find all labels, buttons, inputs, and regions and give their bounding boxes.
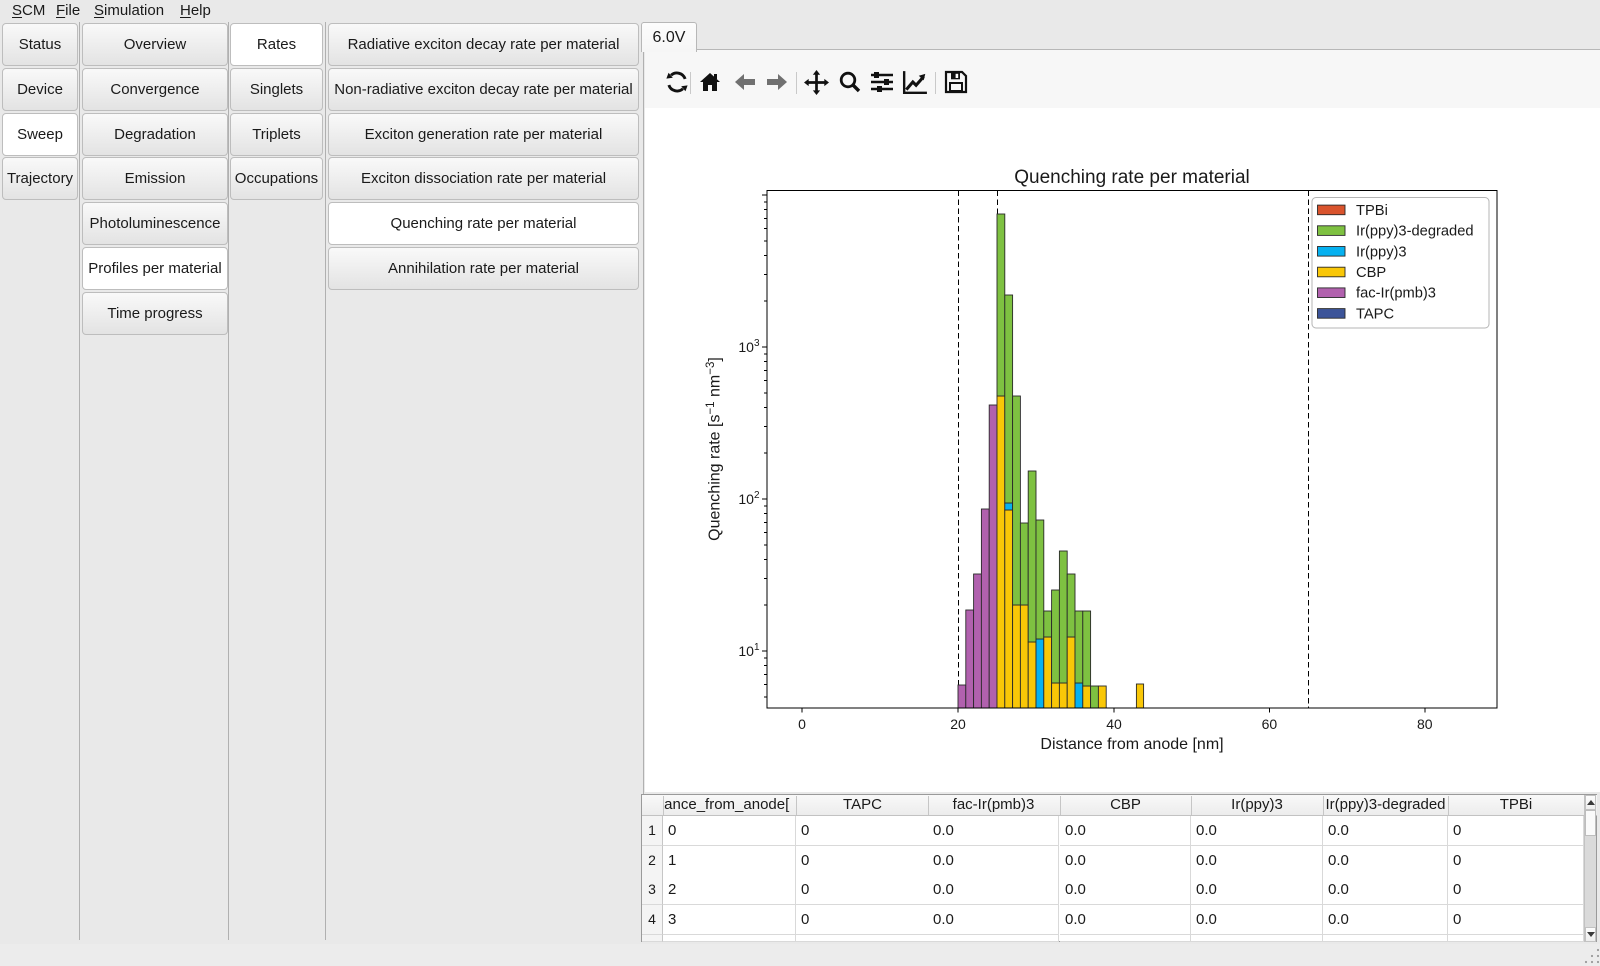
svg-text:0: 0 — [798, 716, 806, 732]
svg-text:TPBi: TPBi — [1356, 203, 1388, 219]
svg-text:80: 80 — [1417, 716, 1433, 732]
svg-text:TAPC: TAPC — [1356, 306, 1394, 322]
svg-text:fac-Ir(pmb)3: fac-Ir(pmb)3 — [1356, 286, 1436, 302]
svg-text:40: 40 — [1106, 716, 1122, 732]
svg-text:Quenching rate [s−1 nm−3]: Quenching rate [s−1 nm−3] — [705, 357, 724, 541]
svg-text:Distance from anode [nm]: Distance from anode [nm] — [1040, 736, 1223, 753]
svg-text:20: 20 — [950, 716, 966, 732]
svg-text:Quenching rate per material: Quenching rate per material — [1014, 167, 1250, 188]
svg-text:CBP: CBP — [1356, 265, 1386, 281]
svg-text:Ir(ppy)3: Ir(ppy)3 — [1356, 244, 1407, 260]
svg-text:Ir(ppy)3-degraded: Ir(ppy)3-degraded — [1356, 224, 1474, 240]
svg-text:60: 60 — [1262, 716, 1278, 732]
